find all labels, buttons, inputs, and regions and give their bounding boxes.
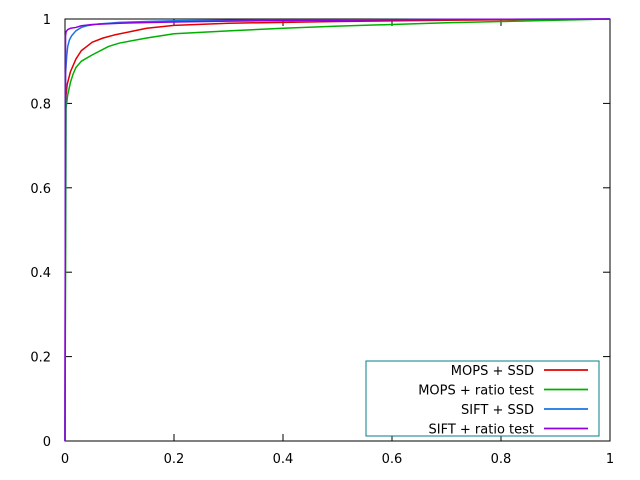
x-tick-label: 0 [61, 452, 69, 467]
series-line-1 [64, 18, 611, 442]
legend-label: MOPS + ratio test [418, 384, 534, 399]
legend-label: MOPS + SSD [451, 364, 534, 379]
y-tick-label: 0.8 [30, 97, 51, 112]
legend-label: SIFT + SSD [461, 403, 534, 418]
legend-box [365, 360, 600, 437]
x-tick-label: 0.6 [382, 452, 403, 467]
x-tick-label: 0.2 [164, 452, 185, 467]
x-tick-label: 0.8 [491, 452, 512, 467]
y-tick-label: 0.2 [30, 351, 51, 366]
series-line-2 [64, 18, 611, 442]
y-tick-label: 0 [43, 435, 51, 450]
y-tick-label: 0.6 [30, 182, 51, 197]
series-line-3 [64, 18, 611, 442]
legend-label: SIFT + ratio test [428, 423, 534, 438]
x-tick-label: 0.4 [273, 452, 294, 467]
x-tick-label: 1 [606, 452, 614, 467]
chart-axes: 0 0.2 0.4 0.6 0.8 1 0 0.2 0.4 0.6 0.8 1 [30, 13, 614, 467]
y-tick-label: 1 [43, 13, 51, 28]
chart-legend: MOPS + SSD MOPS + ratio test SIFT + SSD SIF… [365, 360, 600, 438]
series-line-4 [64, 18, 611, 442]
y-tick-label: 0.4 [30, 266, 51, 281]
series-layer [64, 18, 611, 442]
